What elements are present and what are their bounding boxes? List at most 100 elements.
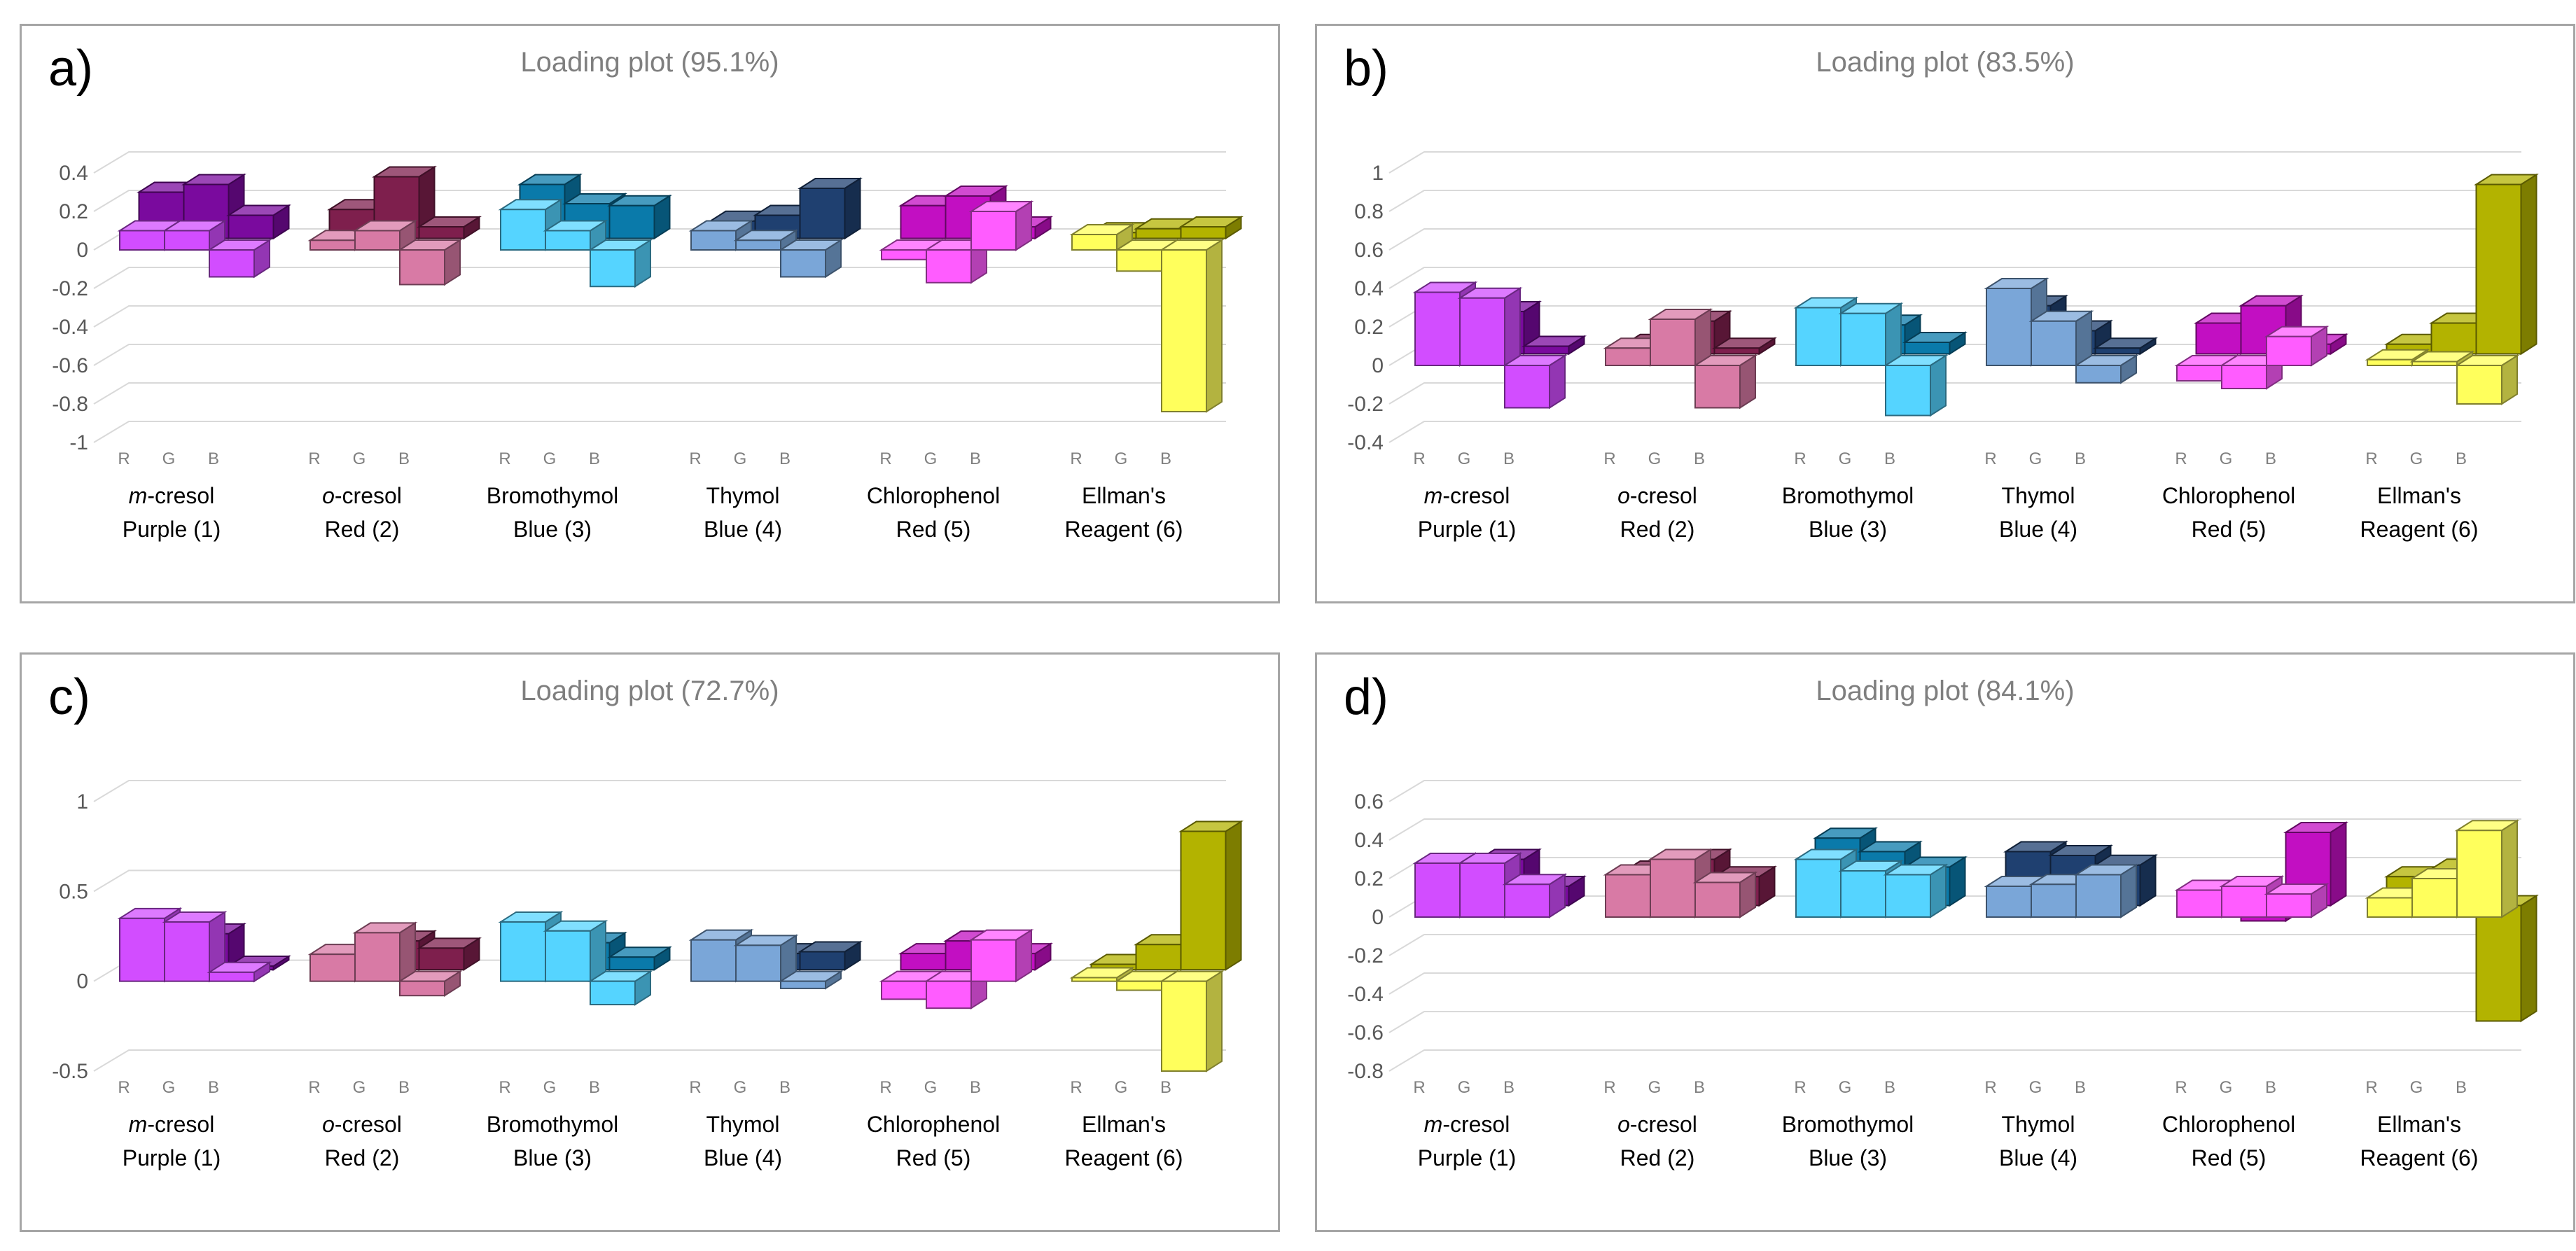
channel-label: G <box>2220 1078 2233 1097</box>
gridline <box>93 344 1226 366</box>
category-prefix: m <box>129 483 148 508</box>
category-label-line1: o-cresol <box>322 1112 402 1137</box>
y-tick-label: -0.5 <box>52 1060 88 1083</box>
channel-label: R <box>2365 1078 2377 1097</box>
channel-label: B <box>1160 449 1171 468</box>
channel-label: G <box>1458 1078 1471 1097</box>
chart-panel-d: d) Loading plot (84.1%) 0.6 0.4 0.2 0 -0.2 -0… <box>1315 652 2575 1232</box>
category-prefix: m <box>129 1112 148 1137</box>
channel-label: B <box>398 1078 410 1097</box>
y-tick-label: -0.6 <box>52 354 88 377</box>
bar-thymol-b-series2 <box>798 940 863 971</box>
bar-thymol-b-series1 <box>2073 863 2139 918</box>
category-name: Chlorophenol <box>867 483 1000 508</box>
channel-label: B <box>779 449 791 468</box>
category-name: Thymol <box>2002 1112 2075 1137</box>
channel-label: G <box>2029 449 2042 468</box>
channel-label: R <box>1413 449 1425 468</box>
channel-label: G <box>2220 449 2233 468</box>
gridline <box>93 267 1226 289</box>
channel-label: R <box>879 449 891 468</box>
bar-cresol-b-series1 <box>397 970 463 998</box>
y-tick-label: 0.2 <box>59 200 88 223</box>
bar-bromothymol-b-series1 <box>1883 863 1949 918</box>
bar-thymol-b-series2 <box>2093 337 2158 356</box>
bar-bromothymol-g-series1 <box>1838 302 1904 367</box>
channel-label: B <box>970 1078 981 1097</box>
bar-cresol-b-series1 <box>1502 354 1568 410</box>
category-label-line2: Blue (4) <box>704 1145 782 1170</box>
gridline <box>1388 972 2521 995</box>
category-name: Ellman's <box>2377 483 2461 508</box>
channel-label: G <box>353 449 366 468</box>
y-tick-label: -0.2 <box>52 277 88 300</box>
bar-cresol-b-series1 <box>1692 871 1758 918</box>
bar-ellmans-b-series2 <box>1178 820 1244 971</box>
channel-label: R <box>308 1078 320 1097</box>
bar-ellmans-b-series1 <box>1159 239 1225 413</box>
category-label-line1: Thymol <box>706 483 780 508</box>
channel-label: B <box>398 449 410 468</box>
category-label-line1: Bromothymol <box>1782 483 1914 508</box>
channel-label: B <box>1160 1078 1171 1097</box>
y-tick-label: -0.2 <box>1347 393 1384 416</box>
category-name: Thymol <box>706 483 780 508</box>
category-label-line2: Reagent (6) <box>1065 517 1183 542</box>
bar-cresol-g-series1 <box>162 219 228 251</box>
gridline <box>1388 151 2521 174</box>
category-label-line1: Chlorophenol <box>867 1112 1000 1137</box>
bar-cresol-b-series2 <box>226 204 291 240</box>
y-tick-label: 0 <box>1372 906 1384 929</box>
channel-label: R <box>1984 1078 1996 1097</box>
category-label-line1: o-cresol <box>1617 1112 1697 1137</box>
bar-cresol-g-series1 <box>352 921 418 983</box>
bar-thymol-b-series1 <box>778 970 844 990</box>
bar-bromothymol-b-series2 <box>1902 331 1968 356</box>
bar-cresol-b-series1 <box>1502 873 1568 918</box>
category-prefix: m <box>1424 1112 1443 1137</box>
bar-cresol-b-series2 <box>417 216 482 240</box>
category-label-line2: Red (2) <box>325 517 400 542</box>
category-label-line2: Red (5) <box>2192 1145 2267 1170</box>
category-label-line1: m-cresol <box>129 483 215 508</box>
bar-cresol-g-series1 <box>352 219 418 251</box>
category-label-line1: o-cresol <box>1617 483 1697 508</box>
category-label-line1: Chlorophenol <box>2162 1112 2295 1137</box>
category-label-line1: o-cresol <box>322 483 402 508</box>
bar-chlorophenol-b-series1 <box>2264 325 2330 367</box>
channel-label: R <box>118 1078 130 1097</box>
bar-bromothymol-b-series1 <box>587 970 653 1006</box>
bar-chlorophenol-b-series1 <box>968 928 1034 983</box>
panel-label: c) <box>48 669 90 725</box>
gridline <box>93 151 1226 174</box>
channel-label: G <box>2410 1078 2423 1097</box>
bar-thymol-b-series1 <box>2073 354 2139 384</box>
category-label-line1: Bromothymol <box>487 1112 619 1137</box>
category-prefix: m <box>1424 483 1443 508</box>
channel-label: G <box>543 1078 557 1097</box>
y-tick-label: -0.4 <box>1347 983 1384 1006</box>
channel-label: G <box>162 1078 176 1097</box>
channel-label: B <box>970 449 981 468</box>
y-tick-label: -0.2 <box>1347 944 1384 967</box>
channel-label: G <box>2410 449 2423 468</box>
channel-label: G <box>162 449 176 468</box>
channel-label: G <box>1115 1078 1128 1097</box>
y-tick-label: 0.4 <box>59 162 88 185</box>
bar-bromothymol-b-series2 <box>607 946 672 971</box>
bar-cresol-b-series1 <box>1692 354 1758 410</box>
chart-panel-b: b) Loading plot (83.5%) 1 0.8 0.6 0.4 0.2 0 -0… <box>1315 24 2575 603</box>
chart-title: Loading plot (72.7%) <box>520 676 779 706</box>
bar-bromothymol-b-series2 <box>607 194 672 240</box>
panel-label: d) <box>1344 669 1389 725</box>
channel-label: B <box>589 1078 600 1097</box>
bar-ellmans-r-series1 <box>1069 966 1135 983</box>
y-tick-label: 0.4 <box>1354 277 1384 300</box>
channel-label: G <box>1458 449 1471 468</box>
bar-cresol-b-series2 <box>1522 335 1587 356</box>
channel-label: R <box>689 1078 701 1097</box>
category-label-line2: Red (2) <box>1620 1145 1695 1170</box>
category-label-line2: Red (5) <box>896 1145 971 1170</box>
category-name: -cresol <box>147 1112 214 1137</box>
